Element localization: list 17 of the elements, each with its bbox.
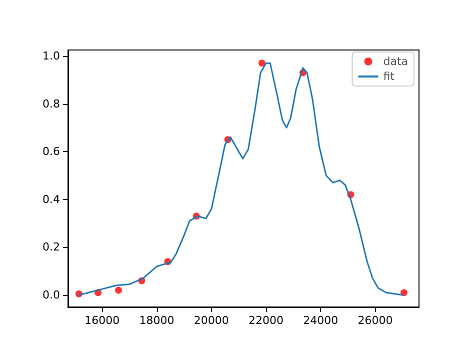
- x-tick-label: 24000: [303, 314, 338, 327]
- point: [400, 289, 408, 296]
- x-tick-label: 18000: [139, 314, 174, 327]
- x-tick-label: 22000: [248, 314, 284, 327]
- y-tick-label: 0.8: [42, 97, 60, 110]
- y-tick-label: 0.4: [42, 192, 60, 206]
- legend-label: data: [383, 55, 408, 68]
- point: [258, 60, 266, 67]
- legend-label: fit: [383, 70, 396, 83]
- x-tick-label: 26000: [358, 314, 393, 327]
- point: [115, 286, 122, 294]
- y-tick-label: 0.2: [42, 240, 60, 254]
- y-tick-label: 0.6: [42, 145, 60, 158]
- x-tick-label: 20000: [194, 314, 229, 327]
- y-tick-label: 0.0: [42, 288, 60, 302]
- x-tick-label: 16000: [84, 314, 120, 327]
- y-tick-label: 1.0: [42, 49, 60, 62]
